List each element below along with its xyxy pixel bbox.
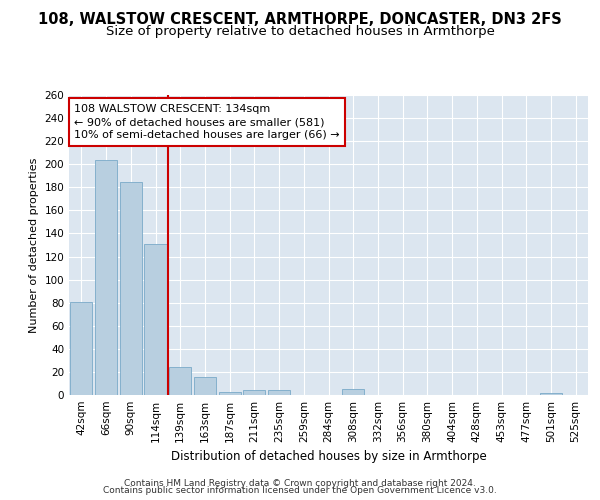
Bar — [95, 160, 117, 395]
Text: 108, WALSTOW CRESCENT, ARMTHORPE, DONCASTER, DN3 2FS: 108, WALSTOW CRESCENT, ARMTHORPE, DONCAS… — [38, 12, 562, 28]
Bar — [145, 244, 167, 395]
Bar — [70, 302, 92, 395]
Bar — [268, 390, 290, 395]
Text: Contains HM Land Registry data © Crown copyright and database right 2024.: Contains HM Land Registry data © Crown c… — [124, 478, 476, 488]
Bar — [342, 389, 364, 395]
Bar — [119, 182, 142, 395]
X-axis label: Distribution of detached houses by size in Armthorpe: Distribution of detached houses by size … — [170, 450, 487, 464]
Bar — [169, 368, 191, 395]
Bar — [243, 390, 265, 395]
Bar — [218, 392, 241, 395]
Text: Contains public sector information licensed under the Open Government Licence v3: Contains public sector information licen… — [103, 486, 497, 495]
Text: Size of property relative to detached houses in Armthorpe: Size of property relative to detached ho… — [106, 25, 494, 38]
Bar — [194, 376, 216, 395]
Y-axis label: Number of detached properties: Number of detached properties — [29, 158, 39, 332]
Text: 108 WALSTOW CRESCENT: 134sqm
← 90% of detached houses are smaller (581)
10% of s: 108 WALSTOW CRESCENT: 134sqm ← 90% of de… — [74, 104, 340, 141]
Bar — [540, 392, 562, 395]
